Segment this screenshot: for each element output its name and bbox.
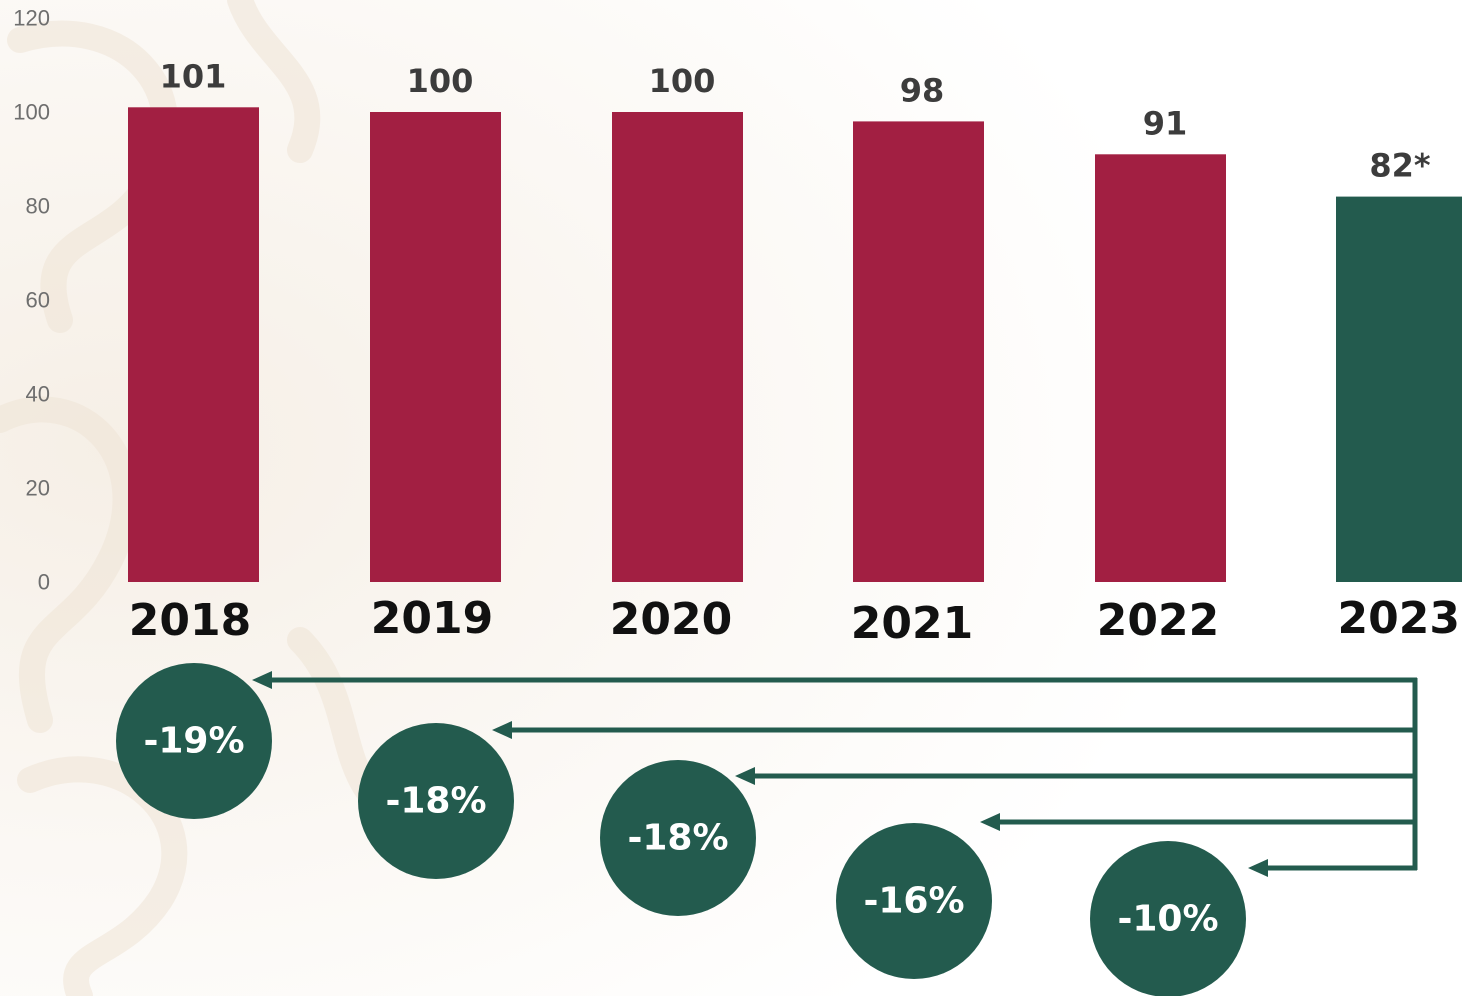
change-badge-circle bbox=[836, 823, 992, 979]
background-swirl bbox=[0, 396, 139, 733]
change-badge-label: -10% bbox=[1117, 899, 1218, 940]
change-badge-2022: -10% bbox=[1090, 841, 1246, 996]
arrow-head bbox=[1248, 859, 1268, 877]
value-label-2023: 82* bbox=[1369, 147, 1431, 185]
category-label-2019: 2019 bbox=[371, 593, 493, 644]
y-tick-label: 60 bbox=[26, 288, 50, 313]
bar-2022 bbox=[1095, 154, 1226, 583]
change-badge-label: -18% bbox=[627, 818, 728, 859]
y-tick-label: 0 bbox=[38, 570, 50, 595]
arrow-head bbox=[735, 767, 755, 785]
change-badge-circle bbox=[116, 663, 272, 819]
change-badge-circle bbox=[1090, 841, 1246, 996]
value-label-2018: 101 bbox=[160, 57, 227, 95]
y-tick-label: 120 bbox=[13, 6, 50, 31]
value-labels-group: 101 100 100 98 91 82* bbox=[160, 57, 1431, 184]
background-pattern bbox=[0, 0, 413, 996]
change-badge-label: -19% bbox=[143, 721, 244, 762]
arrow-head bbox=[252, 671, 272, 689]
bar-2018 bbox=[128, 107, 259, 583]
value-label-2019: 100 bbox=[407, 62, 474, 100]
category-label-2022: 2022 bbox=[1097, 595, 1219, 646]
bars-group bbox=[128, 107, 1462, 583]
change-badge-label: -18% bbox=[385, 781, 486, 822]
bar-2023 bbox=[1336, 196, 1462, 582]
change-badge-circle bbox=[600, 760, 756, 916]
arrow-head bbox=[492, 721, 512, 739]
change-badges-group: -19% -18% -18% -16% -10% bbox=[116, 663, 1246, 996]
y-tick-label: 40 bbox=[26, 382, 50, 407]
change-badge-2018: -19% bbox=[116, 663, 272, 819]
y-tick-label: 80 bbox=[26, 194, 50, 219]
value-label-2022: 91 bbox=[1143, 104, 1188, 142]
y-axis: 0 20 40 60 80 100 120 bbox=[13, 6, 50, 595]
change-badge-2019: -18% bbox=[358, 723, 514, 879]
category-label-2018: 2018 bbox=[129, 595, 251, 646]
background-swirl bbox=[227, 0, 321, 163]
value-label-2020: 100 bbox=[649, 62, 716, 100]
category-label-2023: 2023 bbox=[1338, 593, 1460, 644]
change-badge-2020: -18% bbox=[600, 760, 756, 916]
comparison-arrows-group bbox=[252, 671, 1418, 877]
category-label-2021: 2021 bbox=[851, 598, 973, 649]
background-swirl bbox=[17, 756, 188, 996]
value-label-2021: 98 bbox=[900, 71, 945, 109]
category-labels-group: 2018 2019 2020 2021 2022 2023 bbox=[129, 593, 1460, 649]
change-badge-label: -16% bbox=[863, 881, 964, 922]
change-badge-2021: -16% bbox=[836, 823, 992, 979]
bar-2019 bbox=[370, 112, 501, 582]
y-tick-label: 100 bbox=[13, 100, 50, 125]
change-badge-circle bbox=[358, 723, 514, 879]
y-tick-label: 20 bbox=[26, 476, 50, 501]
bar-2021 bbox=[853, 121, 984, 583]
arrow-head bbox=[980, 813, 1000, 831]
bar-2020 bbox=[612, 112, 743, 582]
category-label-2020: 2020 bbox=[610, 594, 732, 645]
